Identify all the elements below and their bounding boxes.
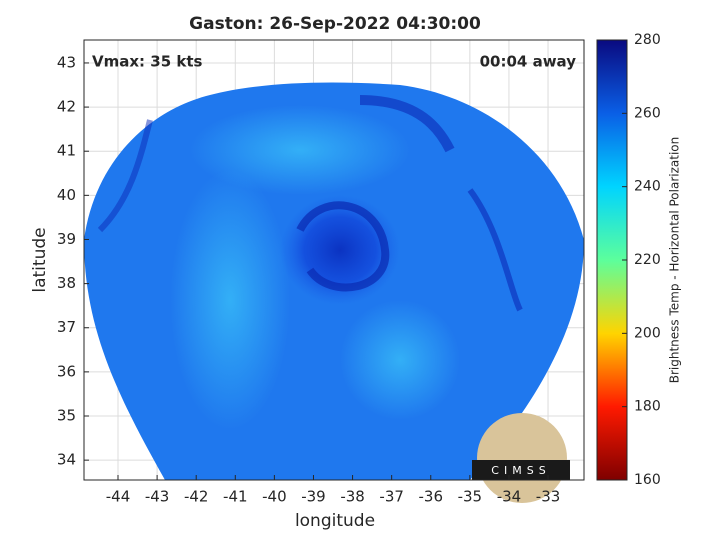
- y-tick-label: 36: [57, 362, 76, 380]
- plot-frame: [83, 39, 585, 481]
- satellite-swath: [84, 82, 584, 480]
- x-tick-label: -38: [340, 488, 365, 506]
- colorbar-tick-label: 180: [634, 399, 661, 415]
- x-tick-label: -42: [184, 488, 209, 506]
- y-axis-label: latitude: [30, 227, 50, 292]
- colorbar-tick-label: 160: [634, 472, 661, 488]
- x-tick-label: -41: [223, 488, 248, 506]
- y-tick-label: 41: [57, 142, 76, 160]
- x-tick-label: -37: [379, 488, 404, 506]
- colorbar-tick-label: 280: [634, 32, 661, 48]
- x-tick-label: -35: [458, 488, 483, 506]
- x-tick-label: -40: [262, 488, 287, 506]
- y-tick-label: 38: [57, 274, 76, 292]
- x-tick-label: -33: [536, 488, 561, 506]
- x-axis-label: longitude: [295, 511, 375, 531]
- y-tick-label: 42: [57, 98, 76, 116]
- y-tick-label: 43: [57, 53, 76, 71]
- y-tick-label: 35: [57, 407, 76, 425]
- x-tick-label: -36: [419, 488, 444, 506]
- y-tick-label: 37: [57, 318, 76, 336]
- colorbar-tick-label: 240: [634, 179, 661, 195]
- colorbar-label: Brightness Temp - Horizontal Polarizatio…: [668, 137, 682, 384]
- y-tick-label: 39: [57, 230, 76, 248]
- y-tick-label: 34: [57, 451, 76, 469]
- annotation: 00:04 away: [480, 53, 577, 71]
- annotation: Vmax: 35 kts: [92, 53, 202, 71]
- logo-text: CIMSS: [491, 464, 550, 477]
- colorbar-tick-label: 200: [634, 325, 661, 341]
- colorbar-tick-label: 260: [634, 105, 661, 121]
- x-tick-label: -34: [497, 488, 522, 506]
- x-tick-label: -43: [145, 488, 170, 506]
- colorbar-tick-label: 220: [634, 252, 661, 268]
- chart-title: Gaston: 26-Sep-2022 04:30:00: [189, 14, 481, 34]
- x-tick-label: -44: [106, 488, 131, 506]
- x-tick-label: -39: [301, 488, 326, 506]
- y-tick-label: 40: [57, 186, 76, 204]
